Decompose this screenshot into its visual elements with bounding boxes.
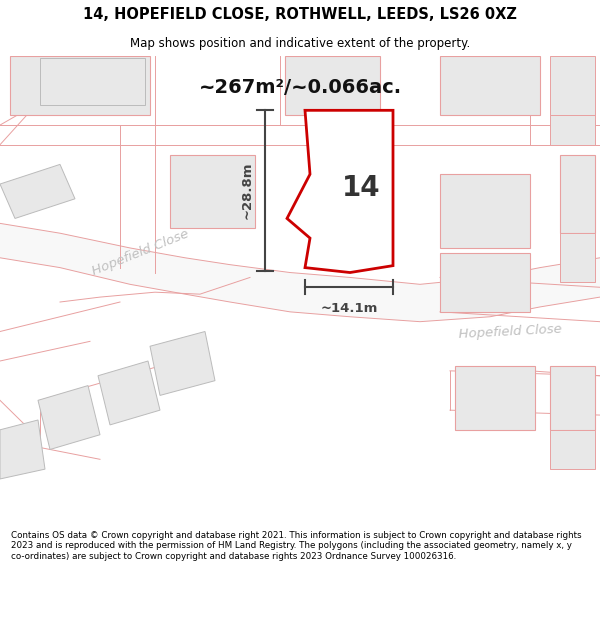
Polygon shape: [0, 223, 600, 322]
Text: ~14.1m: ~14.1m: [320, 302, 377, 316]
Polygon shape: [455, 366, 535, 430]
Polygon shape: [150, 331, 215, 396]
Text: 14: 14: [342, 174, 381, 202]
Polygon shape: [287, 111, 393, 272]
Text: ~267m²/~0.066ac.: ~267m²/~0.066ac.: [199, 78, 401, 98]
Polygon shape: [10, 56, 150, 115]
Polygon shape: [550, 366, 595, 430]
Polygon shape: [550, 56, 595, 115]
Polygon shape: [0, 164, 75, 219]
Polygon shape: [310, 115, 380, 145]
Text: Map shows position and indicative extent of the property.: Map shows position and indicative extent…: [130, 38, 470, 51]
Polygon shape: [0, 420, 45, 479]
Polygon shape: [440, 253, 530, 312]
Text: Contains OS data © Crown copyright and database right 2021. This information is : Contains OS data © Crown copyright and d…: [11, 531, 581, 561]
Polygon shape: [550, 430, 595, 469]
Polygon shape: [285, 56, 380, 115]
Polygon shape: [560, 154, 595, 233]
Polygon shape: [40, 58, 145, 106]
Polygon shape: [550, 115, 595, 145]
Polygon shape: [440, 56, 540, 115]
Text: ~28.8m: ~28.8m: [241, 162, 254, 219]
Text: Hopefield Close: Hopefield Close: [89, 228, 190, 278]
Text: Hopefield Close: Hopefield Close: [458, 322, 562, 341]
Polygon shape: [170, 154, 255, 228]
Polygon shape: [38, 386, 100, 449]
Polygon shape: [560, 233, 595, 282]
Polygon shape: [440, 174, 530, 248]
Polygon shape: [98, 361, 160, 425]
Text: 14, HOPEFIELD CLOSE, ROTHWELL, LEEDS, LS26 0XZ: 14, HOPEFIELD CLOSE, ROTHWELL, LEEDS, LS…: [83, 6, 517, 21]
